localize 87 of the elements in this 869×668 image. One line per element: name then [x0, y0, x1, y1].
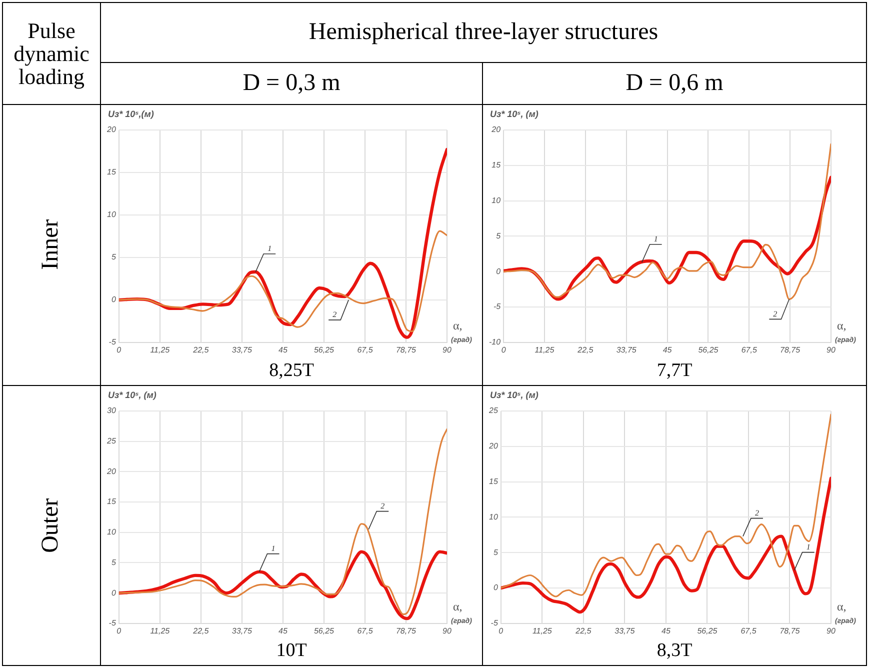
- y-tick-label: 20: [488, 442, 498, 451]
- y-tick-label: -10: [489, 338, 502, 347]
- text: 8,3T: [656, 640, 694, 662]
- x-tick-label: 11,25: [534, 345, 555, 354]
- x-tick-label: 22,5: [192, 626, 210, 636]
- x-tick-label: 67,5: [357, 626, 374, 636]
- x-tick-label: 78,75: [396, 626, 417, 636]
- x-tick-label: 78,75: [396, 345, 417, 354]
- annotation: 2: [332, 310, 337, 320]
- line-series: [504, 143, 831, 300]
- y-tick-label: 20: [106, 466, 116, 476]
- x-tick-label: 33,75: [232, 626, 252, 636]
- text: 8,25T: [268, 360, 315, 382]
- chart-title: D = 0,6 m: [482, 62, 867, 105]
- x-tick-label: 90: [442, 345, 452, 354]
- annotation: 1: [268, 244, 272, 253]
- x-tick-label: 67,5: [357, 345, 374, 354]
- x-tick-label: 11,25: [150, 345, 170, 354]
- text: Inner: [38, 220, 64, 270]
- x-tick-label: 45: [662, 345, 672, 354]
- annotation: 1: [271, 544, 276, 553]
- y-tick-label: 10: [106, 210, 116, 220]
- x-tick-label: 78,75: [780, 626, 800, 636]
- x-tick-label: 67,5: [740, 626, 757, 636]
- x-tick-label: 56,25: [314, 345, 335, 354]
- x-tick-label: 78,75: [780, 345, 801, 354]
- line-series: [118, 230, 447, 332]
- y-tick-label: 15: [488, 477, 498, 486]
- y-tick-label: 15: [106, 497, 116, 506]
- x-tick-label: 11,25: [532, 626, 552, 636]
- line-series: [118, 428, 447, 616]
- chart-title: D = 0,3 m: [100, 62, 483, 105]
- x-tick-label: 33,75: [616, 345, 637, 354]
- y-tick-label: -5: [108, 618, 116, 628]
- y-tick-label: 5: [496, 231, 502, 240]
- y-tick-label: -5: [108, 338, 116, 347]
- line-series: [500, 414, 831, 598]
- x-tick-label: 33,75: [232, 345, 252, 354]
- y-tick-label: 0: [111, 295, 116, 304]
- y-axis-title: Uз* 10⁵, (м): [490, 390, 538, 400]
- y-tick-label: 25: [488, 406, 498, 416]
- y-tick-label: -5: [493, 302, 502, 312]
- y-tick-label: 10: [488, 512, 498, 522]
- annotation: 2: [754, 508, 759, 518]
- y-tick-label: 25: [106, 436, 116, 446]
- x-tick-label: 90: [826, 626, 836, 636]
- y-tick-label: 5: [493, 548, 498, 557]
- x-tick-label: 56,25: [314, 626, 335, 636]
- annotation: 2: [773, 309, 778, 318]
- y-axis-title: Uз* 10⁵,(м): [108, 108, 154, 119]
- x-tick-label: 11,25: [150, 626, 170, 636]
- y-tick-label: 10: [106, 528, 116, 537]
- x-tick-label: 45: [278, 345, 288, 354]
- y-tick-label: 5: [111, 558, 116, 567]
- x-tick-label: 45: [661, 626, 671, 636]
- annotation: 2: [380, 501, 385, 510]
- text: 10T: [275, 640, 308, 662]
- x-tick-label: 22,5: [574, 626, 592, 636]
- x-tick-label: 90: [442, 626, 452, 636]
- x-tick-label: 56,25: [697, 626, 718, 636]
- x-tick-label: 45: [278, 626, 288, 636]
- text: Pulse dynamic loading: [2, 2, 101, 105]
- y-tick-label: 30: [106, 406, 116, 416]
- x-tick-label: 67,5: [741, 345, 758, 354]
- y-tick-label: 0: [111, 588, 116, 598]
- text: Outer: [38, 498, 64, 553]
- y-tick-label: 0: [493, 583, 498, 592]
- y-tick-label: 10: [492, 196, 502, 206]
- y-axis-title: Uз* 10⁵, (м): [490, 108, 538, 119]
- annotation: 1: [806, 542, 810, 552]
- y-tick-label: 15: [492, 160, 502, 170]
- y-tick-label: 5: [111, 252, 116, 262]
- text: 7,7T: [656, 360, 694, 382]
- line-series: [500, 476, 831, 614]
- y-tick-label: 0: [496, 266, 502, 276]
- x-tick-label: 33,75: [614, 626, 636, 636]
- y-tick-label: 15: [106, 168, 116, 177]
- y-tick-label: -5: [490, 618, 498, 628]
- y-tick-label: 20: [106, 125, 116, 134]
- x-tick-label: 90: [826, 345, 836, 354]
- x-tick-label: 22,5: [576, 345, 594, 354]
- x-tick-label: 22,5: [192, 345, 210, 354]
- annotation: 1: [654, 234, 658, 244]
- text: Hemispherical three-layer structures: [100, 2, 867, 63]
- y-axis-title: Uз* 10⁵, (м): [108, 390, 156, 400]
- x-tick-label: 56,25: [698, 345, 719, 354]
- y-tick-label: 20: [490, 125, 502, 134]
